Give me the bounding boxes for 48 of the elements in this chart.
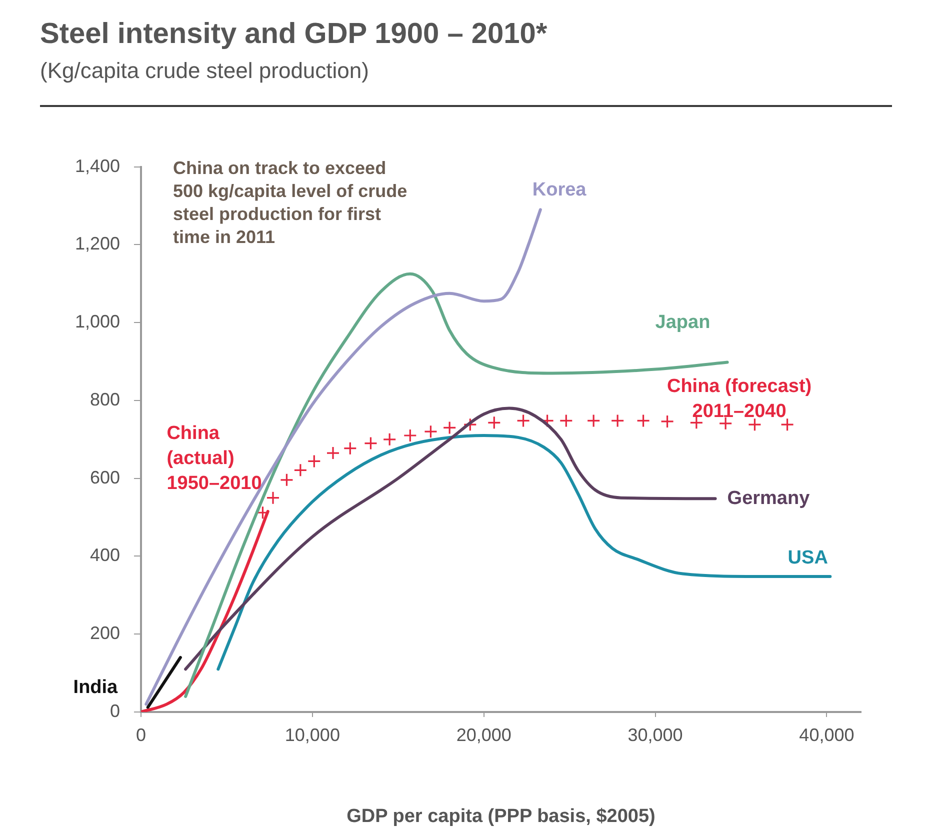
y-tick-label: 600 — [90, 467, 120, 488]
series-label: China (actual) 1950–2010 — [166, 422, 262, 494]
point — [660, 414, 674, 428]
series-label: Germany — [727, 488, 810, 509]
y-tick-label: 400 — [90, 545, 120, 566]
point — [748, 418, 762, 432]
y-tick-label: 1,200 — [74, 234, 120, 254]
series-label: China (forecast) 2011–2040 — [666, 376, 812, 422]
point — [559, 414, 573, 428]
y-tick-label: 200 — [90, 623, 120, 644]
y-tick-label: 0 — [110, 700, 120, 721]
point — [636, 414, 650, 428]
series-label: Korea — [532, 179, 587, 200]
point — [364, 436, 378, 450]
chart-subtitle: (Kg/capita crude steel production) — [40, 58, 369, 84]
x-tick-label: 10,000 — [284, 724, 340, 745]
series-label: USA — [788, 547, 828, 568]
annotation: China on track to exceed 500 kg/capita level of crude steel production for first time in 2011 — [173, 158, 408, 247]
y-tick-label: 1,000 — [74, 312, 120, 332]
point — [343, 442, 357, 456]
point — [610, 414, 624, 428]
point — [586, 414, 600, 428]
point — [280, 473, 294, 487]
x-tick-label: 20,000 — [456, 724, 512, 745]
point — [442, 420, 456, 435]
point — [382, 432, 396, 446]
x-tick-label: 0 — [136, 724, 146, 745]
point — [780, 418, 794, 432]
y-tick-label: 800 — [90, 389, 120, 410]
point — [307, 454, 321, 468]
point — [516, 414, 530, 428]
line-series — [144, 208, 542, 706]
point — [326, 446, 340, 460]
point — [266, 491, 280, 505]
point — [487, 416, 501, 430]
x-tick-label: 30,000 — [628, 724, 683, 745]
x-tick-label: 40,000 — [799, 724, 854, 745]
point — [718, 416, 732, 430]
y-tick-label: 1,400 — [74, 156, 120, 176]
series-label: India — [73, 677, 118, 698]
point — [403, 428, 417, 442]
point — [463, 418, 477, 432]
line-series — [141, 510, 270, 712]
x-axis-title: GDP per capita (PPP basis, $2005) — [346, 806, 656, 827]
series-label: Japan — [655, 312, 710, 333]
chart-title: Steel intensity and GDP 1900 – 2010* — [40, 18, 548, 51]
point — [424, 424, 438, 438]
point — [294, 463, 308, 477]
